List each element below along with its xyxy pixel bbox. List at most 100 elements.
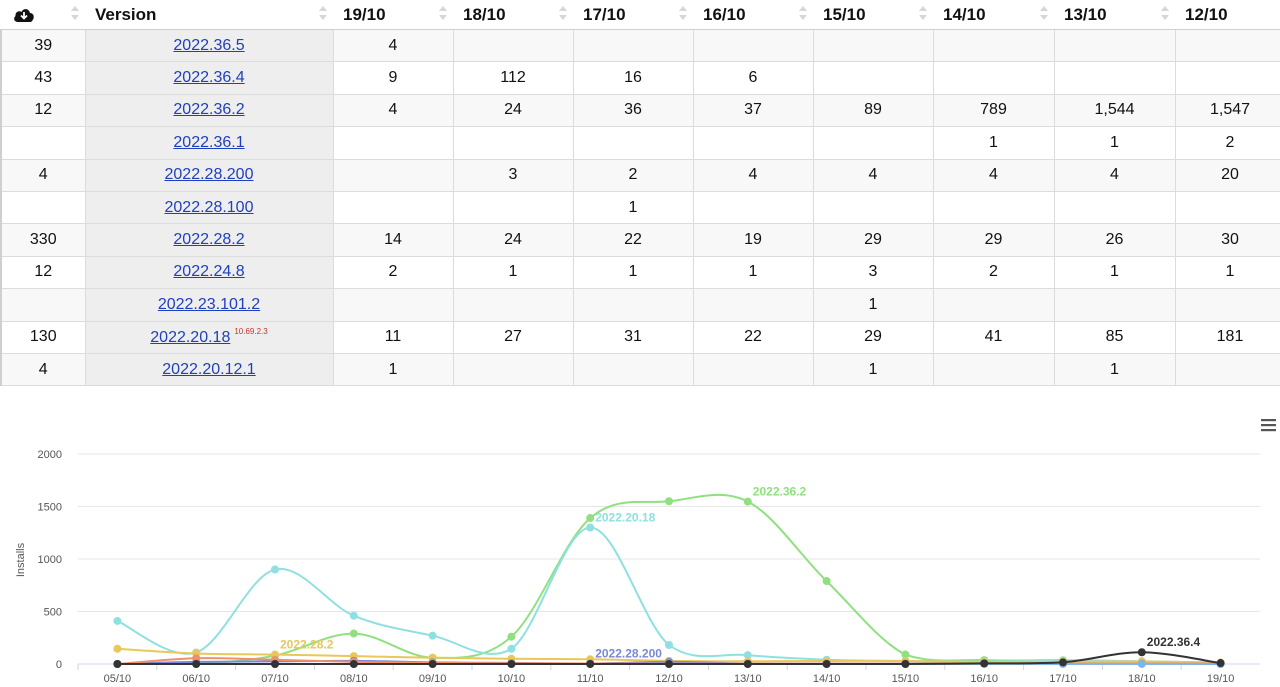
install-count-cell — [692, 352, 814, 387]
series-data-label: 2022.36.4 — [1147, 635, 1201, 649]
chart-series-group: 2022.36.2 2022.20.18 2022.28.2 2022.28.200 2… — [113, 485, 1225, 668]
data-point[interactable] — [1059, 658, 1067, 667]
sort-icon[interactable] — [71, 6, 79, 22]
data-point[interactable] — [586, 660, 595, 668]
data-point[interactable] — [980, 659, 989, 668]
data-point[interactable] — [743, 660, 752, 668]
table-header-row: Version 19/10 18/10 17/10 16/10 15/10 14… — [1, 0, 1280, 30]
data-point[interactable] — [822, 577, 831, 586]
data-point[interactable] — [901, 660, 910, 668]
version-link[interactable]: 2022.36.2 — [173, 101, 245, 119]
version-cell: 2022.24.8 — [84, 255, 334, 290]
version-cell: 2022.36.4 — [84, 61, 334, 95]
version-link[interactable]: 2022.23.101.2 — [157, 295, 261, 313]
data-point[interactable] — [271, 660, 279, 668]
version-link[interactable]: 2022.36.4 — [173, 69, 245, 87]
date-column-header[interactable]: 13/10 — [1054, 0, 1175, 30]
install-count-cell — [452, 126, 574, 160]
date-column-header[interactable]: 18/10 — [453, 0, 573, 30]
data-point[interactable] — [428, 631, 437, 640]
sort-icon[interactable] — [799, 6, 807, 22]
data-point[interactable] — [507, 632, 516, 641]
sort-icon[interactable] — [1040, 6, 1048, 22]
install-count-cell: 1 — [1053, 126, 1176, 160]
data-point[interactable] — [113, 616, 122, 625]
version-link[interactable]: 2022.20.12.1 — [162, 360, 256, 378]
data-point[interactable] — [507, 660, 516, 668]
install-count-cell — [1053, 61, 1176, 95]
sort-icon[interactable] — [439, 6, 447, 22]
data-point[interactable] — [507, 644, 516, 653]
data-point[interactable] — [822, 660, 831, 668]
data-point[interactable] — [586, 523, 595, 532]
data-point[interactable] — [192, 654, 201, 663]
y-tick-label: 0 — [56, 659, 62, 671]
version-link[interactable]: 2022.28.200 — [164, 166, 254, 184]
data-point[interactable] — [901, 650, 910, 659]
install-count-cell — [332, 288, 454, 322]
data-point[interactable] — [113, 660, 122, 668]
date-column-header[interactable]: 16/10 — [693, 0, 813, 30]
data-point[interactable] — [349, 611, 358, 620]
data-point[interactable] — [113, 644, 122, 653]
install-count-cell: 9 — [332, 61, 454, 95]
data-point[interactable] — [1137, 659, 1146, 668]
sort-icon[interactable] — [679, 6, 687, 22]
sort-icon[interactable] — [919, 6, 927, 22]
series-data-label: 2022.20.18 — [595, 511, 655, 525]
data-point[interactable] — [665, 497, 673, 506]
date-header-label: 16/10 — [703, 4, 746, 24]
version-link[interactable]: 2022.20.18 — [150, 329, 231, 347]
table-row: 43 2022.36.4 9 112 16 6 — [0, 61, 1280, 95]
install-count-cell: 1 — [452, 255, 574, 290]
data-point[interactable] — [743, 497, 752, 506]
date-column-header[interactable]: 19/10 — [333, 0, 453, 30]
date-column-header[interactable]: 14/10 — [933, 0, 1054, 30]
data-point[interactable] — [428, 660, 437, 668]
install-count-cell — [812, 28, 934, 63]
sort-icon[interactable] — [559, 6, 567, 22]
data-point[interactable] — [271, 565, 279, 574]
series-data-label: 2022.36.2 — [753, 485, 807, 499]
y-axis-title: Installs — [15, 542, 27, 577]
version-link[interactable]: 2022.36.1 — [173, 133, 245, 151]
data-point[interactable] — [743, 651, 752, 660]
data-point[interactable] — [665, 660, 673, 668]
cloud-download-icon[interactable] — [13, 7, 35, 23]
table-row: 130 2022.20.18 10.69.2.3 11 27 31 22 29 41 85 181 — [0, 320, 1280, 354]
install-count-cell: 1,544 — [1053, 93, 1176, 128]
hamburger-menu-icon[interactable] — [1261, 419, 1276, 432]
data-point[interactable] — [349, 629, 358, 638]
install-count-cell: 4 — [332, 93, 454, 128]
install-count-cell: 1,547 — [1174, 93, 1280, 128]
data-point[interactable] — [1137, 648, 1146, 657]
data-point[interactable] — [349, 660, 358, 668]
data-point[interactable] — [192, 660, 201, 668]
install-count-cell — [1174, 288, 1280, 322]
table-row: 4 2022.20.12.1 1 1 1 — [0, 352, 1280, 387]
data-point[interactable] — [665, 640, 673, 649]
install-count-cell — [1174, 352, 1280, 387]
version-cell: 2022.36.1 — [84, 126, 334, 160]
date-column-header[interactable]: 12/10 — [1175, 0, 1280, 30]
x-tick-label: 14/10 — [813, 673, 841, 685]
sort-icon[interactable] — [319, 6, 327, 22]
version-column-header[interactable]: Version — [85, 0, 333, 30]
sort-icon[interactable] — [1161, 6, 1169, 22]
install-count-cell: 2 — [332, 255, 454, 290]
date-header-label: 17/10 — [583, 4, 626, 24]
version-link[interactable]: 2022.36.5 — [173, 36, 245, 54]
x-tick-label: 11/10 — [577, 673, 604, 685]
date-column-header[interactable]: 17/10 — [573, 0, 693, 30]
date-column-header[interactable]: 15/10 — [813, 0, 933, 30]
install-count-cell: 4 — [1053, 158, 1176, 192]
version-link[interactable]: 2022.28.2 — [173, 231, 245, 249]
version-link[interactable]: 2022.28.100 — [164, 198, 254, 216]
data-point[interactable] — [1216, 659, 1225, 668]
total-column-header[interactable] — [1, 0, 85, 30]
data-point[interactable] — [586, 514, 595, 523]
version-link[interactable]: 2022.24.8 — [173, 263, 245, 281]
x-tick-label: 17/10 — [1049, 673, 1077, 685]
install-count-cell: 29 — [932, 223, 1055, 257]
install-count-cell: 1 — [692, 255, 814, 290]
